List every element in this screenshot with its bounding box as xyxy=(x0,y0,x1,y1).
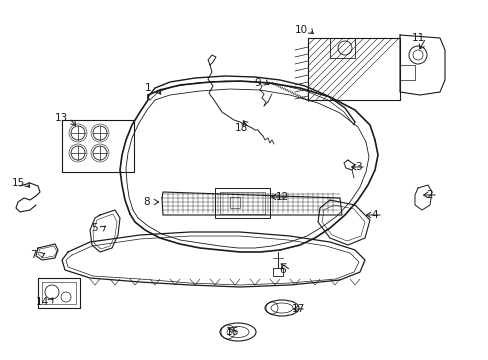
Text: 3: 3 xyxy=(354,162,361,172)
Text: 18: 18 xyxy=(234,123,247,133)
Bar xyxy=(220,192,264,214)
Text: 14: 14 xyxy=(35,297,48,307)
Text: 10: 10 xyxy=(294,25,307,35)
Text: 11: 11 xyxy=(410,33,424,43)
Text: 17: 17 xyxy=(291,304,304,314)
Bar xyxy=(272,268,283,276)
Text: 2: 2 xyxy=(426,190,432,200)
Text: 5: 5 xyxy=(92,223,98,233)
Text: 15: 15 xyxy=(11,178,24,188)
Text: 8: 8 xyxy=(143,197,150,207)
Text: 6: 6 xyxy=(279,265,286,275)
Text: 12: 12 xyxy=(275,192,288,202)
Text: 7: 7 xyxy=(30,250,36,260)
Text: 16: 16 xyxy=(225,327,238,337)
Text: 1: 1 xyxy=(144,83,151,93)
Text: 4: 4 xyxy=(371,210,378,220)
Bar xyxy=(62,120,134,172)
Text: 13: 13 xyxy=(54,113,67,123)
Text: 9: 9 xyxy=(254,78,261,88)
Bar xyxy=(215,188,269,218)
